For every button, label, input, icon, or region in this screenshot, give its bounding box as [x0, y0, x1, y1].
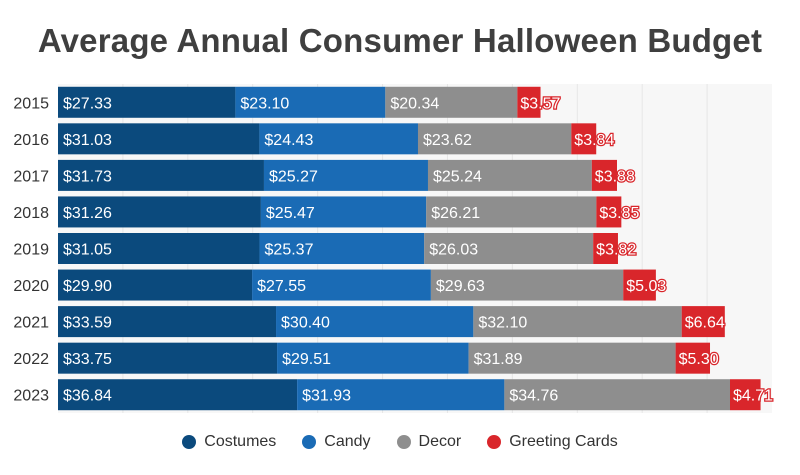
- bar-segment: [730, 379, 761, 411]
- data-label: $6.64: [685, 315, 725, 332]
- data-label: $29.51: [282, 351, 331, 368]
- data-label: $25.47: [266, 205, 315, 222]
- bar-segment: [58, 123, 260, 155]
- bar-segment: [596, 196, 622, 228]
- legend-item: Costumes: [182, 433, 276, 451]
- chart-title: Average Annual Consumer Halloween Budget: [37, 22, 763, 59]
- bar-segment: [681, 306, 725, 338]
- data-label: $31.05: [63, 242, 112, 259]
- y-tick-label: 2015: [13, 95, 49, 112]
- legend-swatch: [396, 435, 411, 449]
- bar-segment: [259, 233, 425, 264]
- bar-segment: [571, 123, 597, 155]
- bar-segment: [473, 306, 682, 338]
- data-label: $32.10: [478, 315, 527, 332]
- bar-segment: [623, 269, 656, 301]
- bar-segment: [58, 86, 236, 118]
- bar-segment: [517, 86, 541, 118]
- legend-label: Candy: [324, 433, 371, 450]
- data-label: $20.34: [390, 95, 439, 112]
- data-label: $23.62: [423, 132, 472, 149]
- bar-segment: [430, 269, 624, 301]
- data-label: $25.27: [269, 168, 318, 185]
- data-label: $3.88: [595, 168, 635, 185]
- bar-segment: [58, 196, 261, 228]
- data-label: $31.73: [63, 168, 112, 185]
- y-tick-label: 2019: [13, 242, 49, 259]
- data-label: $3.82: [596, 242, 636, 259]
- legend-swatch: [487, 435, 502, 449]
- bar-segment: [593, 233, 618, 264]
- data-label: $26.03: [429, 242, 478, 259]
- y-tick-label: 2021: [13, 315, 49, 332]
- bar-segment: [263, 159, 428, 191]
- data-label: $33.75: [63, 351, 112, 368]
- y-tick-label: 2023: [13, 388, 49, 405]
- bar-segment: [58, 306, 277, 338]
- bar-segment: [259, 123, 418, 155]
- bar-segment: [58, 159, 264, 191]
- bar-segment: [58, 342, 278, 374]
- bar-segment: [675, 342, 711, 374]
- data-label: $36.84: [63, 388, 112, 405]
- chart-legend: Costumes Candy Decor Greeting Cards: [0, 433, 800, 451]
- data-label: $5.30: [679, 351, 719, 368]
- y-tick-label: 2016: [13, 132, 49, 149]
- legend-label: Decor: [418, 433, 462, 450]
- data-label: $23.10: [240, 95, 289, 112]
- legend-label: Greeting Cards: [509, 433, 618, 450]
- bar-segment: [235, 86, 386, 118]
- bar-segment: [385, 86, 518, 118]
- data-label: $27.55: [257, 278, 306, 295]
- bar-segment: [58, 233, 260, 264]
- data-label: $3.85: [599, 205, 639, 222]
- bar-segment: [252, 269, 431, 301]
- data-label: $5.03: [626, 278, 666, 295]
- data-label: $29.63: [436, 278, 485, 295]
- y-tick-label: 2022: [13, 351, 49, 368]
- data-label: $25.37: [265, 242, 314, 259]
- data-label: $25.24: [433, 168, 482, 185]
- bar-segment: [468, 342, 676, 374]
- data-label: $27.33: [63, 95, 112, 112]
- data-label: $3.57: [520, 95, 560, 112]
- data-label: $30.40: [281, 315, 330, 332]
- y-tick-label: 2018: [13, 205, 49, 222]
- data-label: $29.90: [63, 278, 112, 295]
- data-label: $3.84: [574, 132, 614, 149]
- data-label: $24.43: [264, 132, 313, 149]
- bar-segment: [276, 306, 474, 338]
- legend-item: Decor: [396, 433, 462, 451]
- data-label: $4.71: [733, 388, 773, 405]
- legend-swatch: [182, 435, 197, 449]
- bar-segment: [591, 159, 617, 191]
- data-label: $31.26: [63, 205, 112, 222]
- bar-segment: [424, 233, 594, 264]
- legend-item: Greeting Cards: [487, 433, 618, 451]
- legend-swatch: [302, 435, 317, 449]
- y-tick-label: 2020: [13, 278, 49, 295]
- bar-segment: [297, 379, 505, 411]
- legend-item: Candy: [302, 433, 371, 451]
- bar-segment: [277, 342, 469, 374]
- legend-label: Costumes: [204, 433, 277, 450]
- bar-segment: [504, 379, 731, 411]
- data-label: $33.59: [63, 315, 112, 332]
- y-tick-label: 2017: [13, 168, 49, 185]
- bar-segment: [427, 159, 592, 191]
- data-label: $31.89: [474, 351, 523, 368]
- bar-segment: [58, 269, 253, 301]
- bar-segment: [417, 123, 572, 155]
- bar-segment: [426, 196, 597, 228]
- data-label: $34.76: [509, 388, 558, 405]
- data-label: $31.03: [63, 132, 112, 149]
- data-label: $31.93: [302, 388, 351, 405]
- bar-segment: [260, 196, 427, 228]
- bar-segment: [58, 379, 298, 411]
- data-label: $26.21: [431, 205, 480, 222]
